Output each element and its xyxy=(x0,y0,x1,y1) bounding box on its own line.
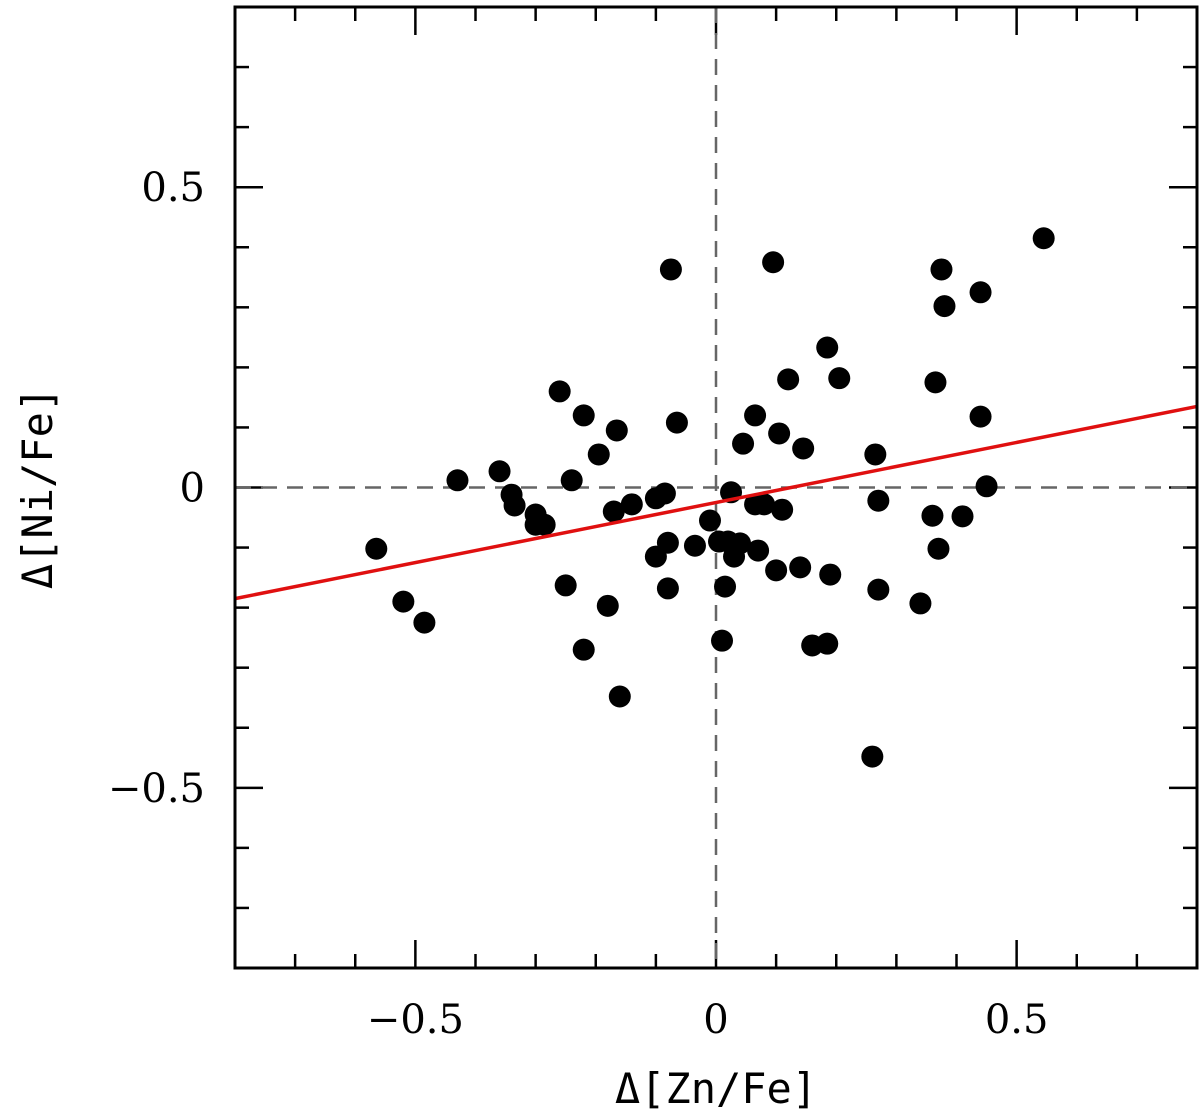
y-tick-label: 0.5 xyxy=(141,165,205,211)
data-point xyxy=(729,532,752,555)
data-point xyxy=(602,500,625,523)
data-point xyxy=(777,368,800,391)
data-point xyxy=(924,371,947,394)
data-point xyxy=(596,594,619,617)
data-point xyxy=(698,509,721,532)
x-tick-label: −0.5 xyxy=(367,997,464,1043)
data-point xyxy=(864,443,887,466)
data-point xyxy=(503,494,526,517)
data-point xyxy=(533,513,556,536)
data-point xyxy=(816,632,839,655)
data-point xyxy=(867,489,890,512)
data-point xyxy=(732,432,755,455)
data-point xyxy=(930,258,953,281)
data-point xyxy=(656,577,679,600)
data-point xyxy=(572,404,595,427)
data-point xyxy=(861,745,884,768)
data-point xyxy=(792,437,815,460)
data-point xyxy=(921,504,944,527)
data-point xyxy=(816,336,839,359)
data-point xyxy=(653,482,676,505)
data-point xyxy=(927,537,950,560)
data-point xyxy=(753,493,776,516)
data-point xyxy=(683,534,706,557)
data-point xyxy=(560,469,583,492)
data-point xyxy=(659,258,682,281)
y-tick-label: 0 xyxy=(180,466,205,512)
data-points xyxy=(365,227,1055,768)
data-point xyxy=(819,563,842,586)
x-axis-tick-labels: −0.5 0 0.5 xyxy=(367,997,1049,1043)
data-point xyxy=(711,629,734,652)
data-point xyxy=(969,281,992,304)
data-point xyxy=(572,638,595,661)
data-point xyxy=(975,475,998,498)
x-axis-title: Δ[Zn/Fe] xyxy=(615,1064,817,1113)
data-point xyxy=(768,422,791,445)
data-point xyxy=(951,505,974,528)
data-point xyxy=(548,380,571,403)
data-point xyxy=(867,578,890,601)
data-point xyxy=(605,419,628,442)
plot-frame xyxy=(233,5,1199,970)
data-point xyxy=(587,443,610,466)
data-point xyxy=(765,559,788,582)
y-axis-title: Δ[Ni/Fe] xyxy=(13,387,62,589)
data-point xyxy=(714,575,737,598)
x-tick-label: 0 xyxy=(703,997,728,1043)
data-point xyxy=(969,405,992,428)
regression-fit-line xyxy=(234,404,1198,601)
data-point xyxy=(771,498,794,521)
data-point xyxy=(1032,227,1055,250)
data-point xyxy=(392,590,415,613)
data-point xyxy=(488,460,511,483)
y-tick-label: −0.5 xyxy=(108,766,205,812)
data-point xyxy=(762,251,785,274)
data-point xyxy=(744,404,767,427)
data-point xyxy=(608,685,631,708)
data-point xyxy=(789,556,812,579)
minor-ticks xyxy=(235,7,1197,968)
data-point xyxy=(413,611,436,634)
data-point xyxy=(828,367,851,390)
data-point xyxy=(620,493,643,516)
x-tick-label: 0.5 xyxy=(985,997,1049,1043)
data-point xyxy=(665,411,688,434)
data-point xyxy=(446,469,469,492)
data-point xyxy=(933,295,956,318)
data-point xyxy=(365,537,388,560)
data-point xyxy=(909,592,932,615)
data-point xyxy=(656,531,679,554)
data-point xyxy=(554,574,577,597)
y-axis-tick-labels: −0.5 0 0.5 xyxy=(108,165,205,812)
data-point xyxy=(747,539,770,562)
